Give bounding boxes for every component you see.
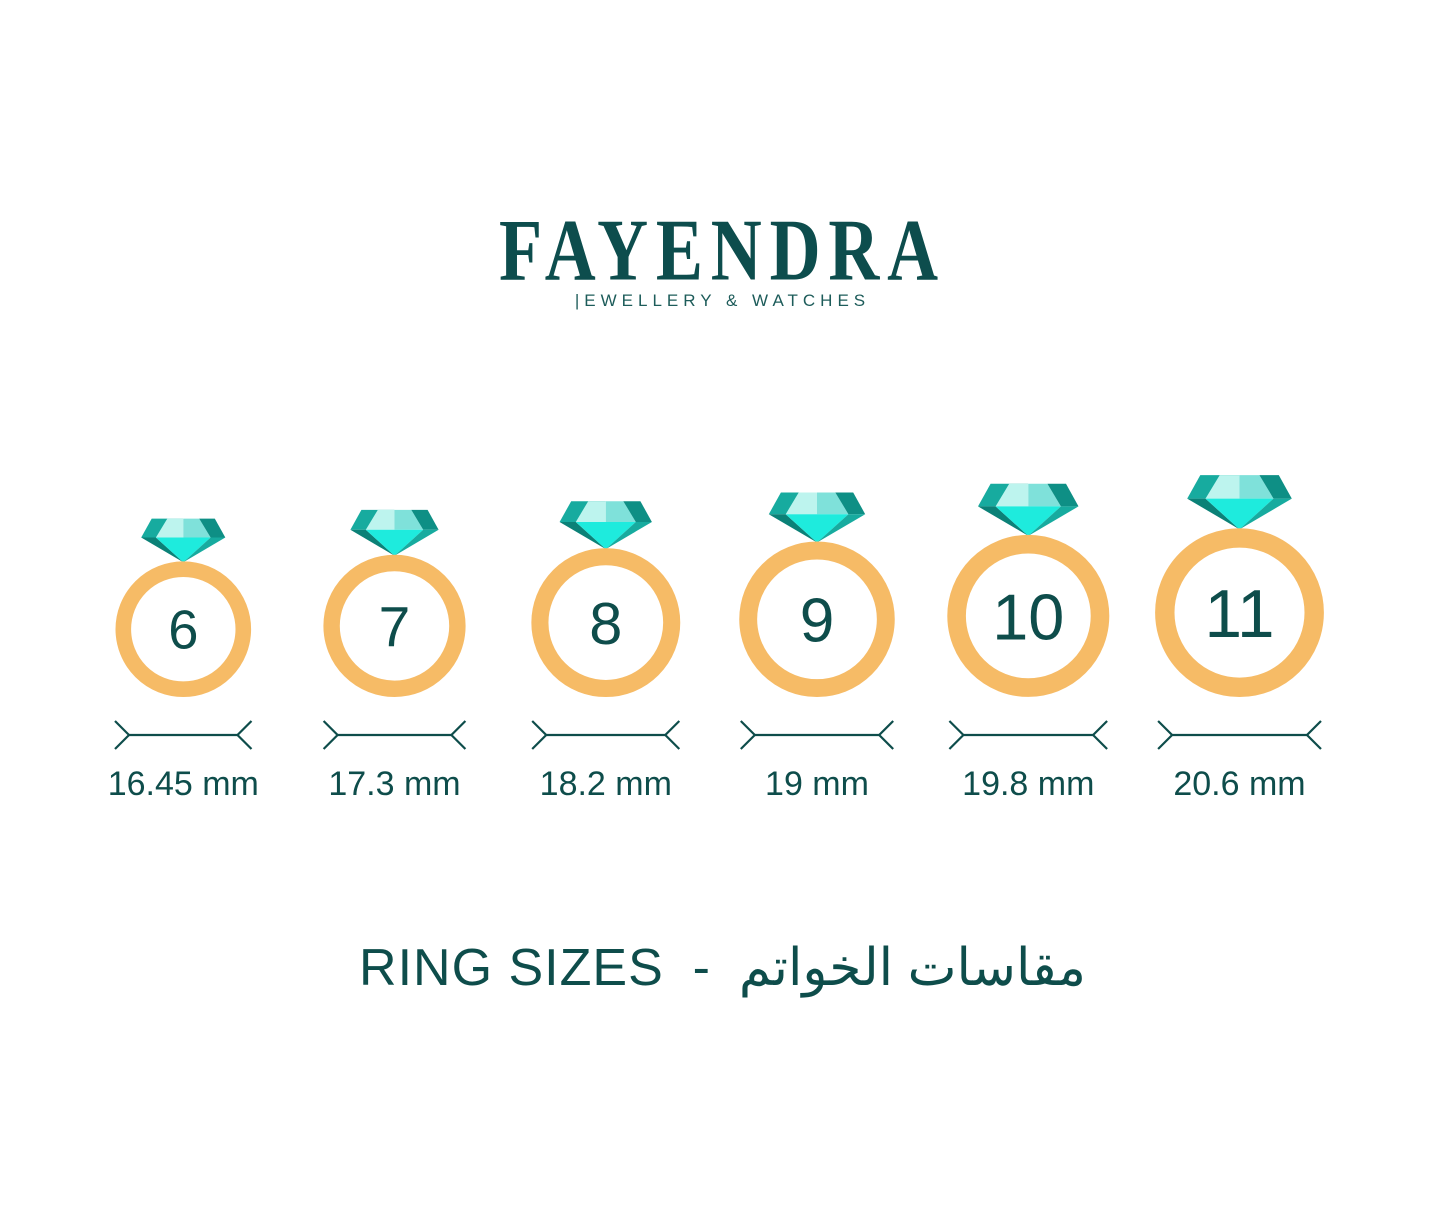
- svg-text:17.3 mm: 17.3 mm: [328, 765, 460, 803]
- svg-text:10: 10: [992, 580, 1064, 653]
- svg-text:11: 11: [1204, 577, 1274, 652]
- svg-text:16.45 mm: 16.45 mm: [108, 765, 259, 803]
- svg-text:8: 8: [589, 590, 622, 657]
- svg-text:19.8 mm: 19.8 mm: [962, 765, 1094, 803]
- svg-text:7: 7: [379, 595, 411, 659]
- svg-text:18.2 mm: 18.2 mm: [540, 765, 672, 803]
- svg-text:19 mm: 19 mm: [765, 765, 869, 803]
- svg-text:9: 9: [800, 587, 835, 656]
- svg-text:20.6 mm: 20.6 mm: [1173, 765, 1305, 803]
- svg-text:6: 6: [168, 600, 198, 661]
